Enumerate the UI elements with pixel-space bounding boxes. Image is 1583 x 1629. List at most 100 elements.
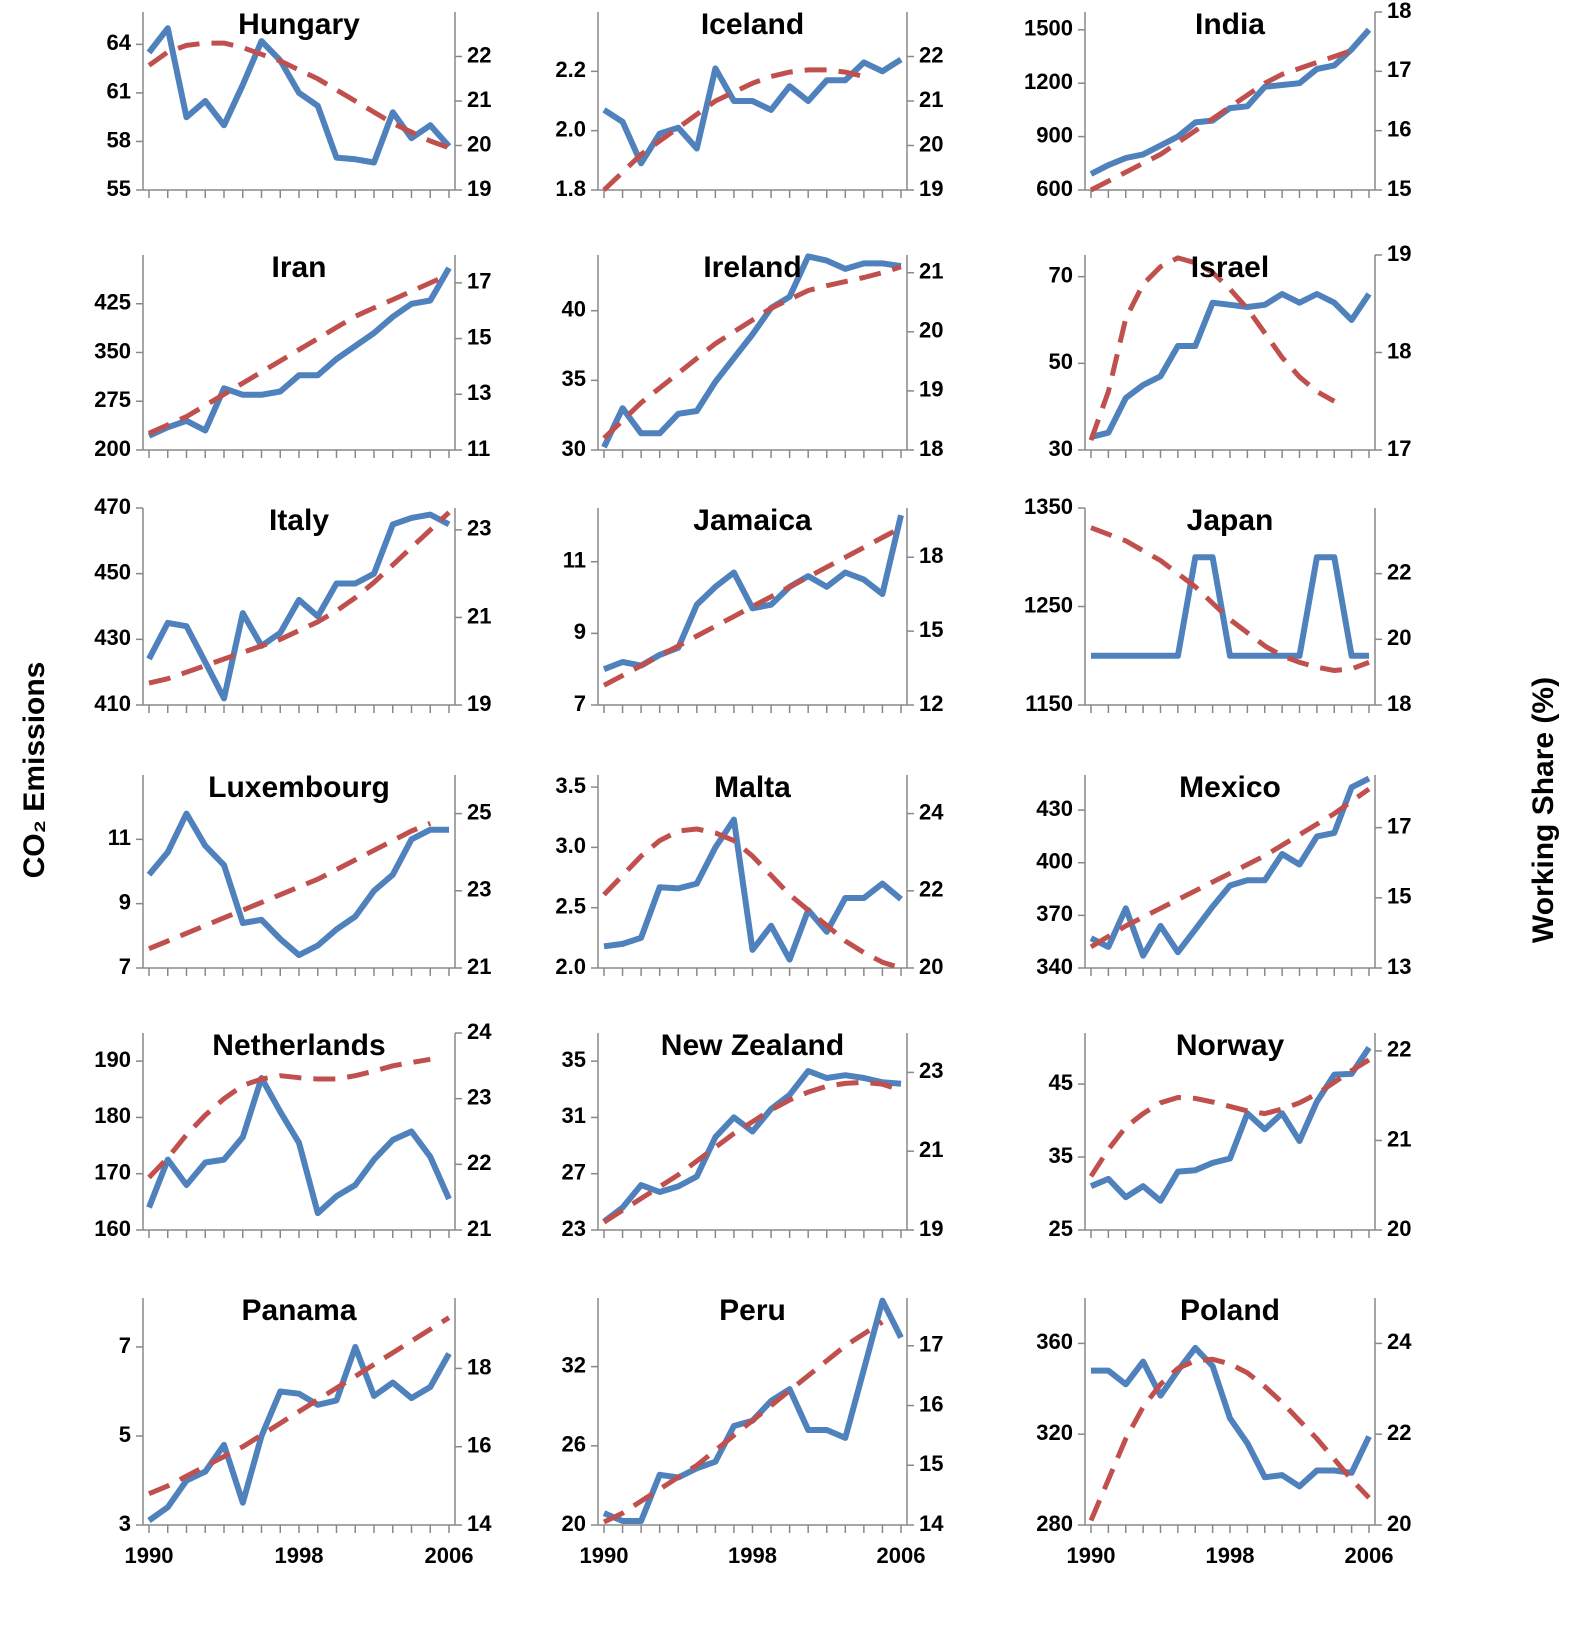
share-line — [148, 1315, 451, 1497]
y-tick-label: 70 — [1049, 262, 1073, 287]
y2-tick-label: 19 — [467, 176, 491, 201]
y-tick-label: 26 — [562, 1432, 586, 1457]
y-tick-label: 9 — [574, 619, 586, 644]
y-tick-label: 200 — [94, 436, 131, 461]
emission-line — [146, 810, 449, 959]
emission-line — [147, 266, 452, 439]
y2-tick-label: 16 — [1387, 116, 1411, 141]
chart-title: Peru — [719, 1294, 786, 1327]
chart-title: Panama — [241, 1294, 356, 1327]
x-tick-label: 2006 — [877, 1543, 926, 1568]
chart-title: Mexico — [1179, 771, 1281, 804]
y-tick-label: 320 — [1036, 1420, 1073, 1445]
x-tick-label: 1990 — [125, 1543, 174, 1568]
x-tick-label: 1990 — [1067, 1543, 1116, 1568]
emission-line — [602, 514, 904, 672]
chart-title: Jamaica — [693, 504, 812, 537]
emission-line — [1090, 291, 1372, 440]
y2-tick-label: 21 — [919, 87, 943, 112]
y2-tick-label: 15 — [467, 324, 491, 349]
y2-tick-label: 22 — [467, 42, 491, 67]
x-tick-label: 1998 — [1206, 1543, 1255, 1568]
emission-line — [1089, 27, 1372, 177]
y-tick-label: 11 — [563, 548, 586, 573]
y-tick-label: 25 — [1049, 1216, 1073, 1241]
y2-tick-label: 13 — [1387, 954, 1411, 979]
y-tick-label: 7 — [119, 1333, 131, 1358]
share-line — [148, 510, 451, 686]
y2-tick-label: 17 — [1387, 57, 1411, 82]
y-tick-label: 40 — [562, 297, 586, 322]
y2-tick-label: 19 — [1387, 241, 1411, 266]
y-tick-label: 45 — [1049, 1070, 1073, 1095]
y2-tick-label: 18 — [1387, 338, 1411, 363]
y2-tick-label: 23 — [467, 877, 491, 902]
y2-tick-label: 24 — [919, 799, 944, 824]
y2-tick-label: 21 — [919, 259, 943, 284]
y-tick-label: 160 — [94, 1216, 131, 1241]
y2-tick-label: 21 — [467, 603, 491, 628]
y-tick-label: 50 — [1049, 349, 1073, 374]
y-tick-label: 1500 — [1024, 16, 1073, 41]
y-tick-label: 64 — [107, 30, 132, 55]
share-line — [602, 525, 903, 688]
chart-title: Iran — [271, 251, 326, 284]
share-line — [602, 1319, 884, 1525]
y2-tick-label: 16 — [467, 1433, 491, 1458]
chart-title: Netherlands — [212, 1029, 385, 1062]
y-tick-label: 3.5 — [555, 773, 586, 798]
share-line — [1088, 1057, 1371, 1178]
y-tick-label: 190 — [94, 1047, 131, 1072]
emission-line — [602, 1068, 902, 1224]
y2-tick-label: 19 — [919, 1216, 943, 1241]
y2-tick-label: 20 — [467, 131, 491, 156]
emission-line — [1089, 775, 1371, 959]
y-tick-label: 31 — [562, 1103, 586, 1128]
x-tick-label: 1990 — [580, 1543, 629, 1568]
y2-tick-label: 16 — [919, 1391, 943, 1416]
y2-tick-label: 19 — [467, 691, 491, 716]
emission-line — [146, 25, 452, 166]
y-tick-label: 27 — [562, 1160, 586, 1185]
y2-tick-label: 17 — [919, 1332, 943, 1357]
y2-tick-label: 20 — [1387, 1216, 1411, 1241]
y2-tick-label: 20 — [1387, 1511, 1411, 1536]
x-tick-label: 1998 — [728, 1543, 777, 1568]
y-tick-label: 170 — [94, 1160, 131, 1185]
y-tick-label: 400 — [1036, 849, 1073, 874]
y2-tick-label: 15 — [1387, 176, 1411, 201]
share-line — [602, 67, 865, 192]
y2-tick-label: 20 — [1387, 625, 1411, 650]
share-line — [602, 826, 902, 971]
y-tick-label: 35 — [1049, 1143, 1073, 1168]
chart-title: Norway — [1176, 1029, 1285, 1062]
y2-tick-label: 20 — [919, 954, 943, 979]
x-tick-label: 1998 — [275, 1543, 324, 1568]
y-tick-label: 1150 — [1025, 691, 1073, 716]
y2-tick-label: 21 — [467, 87, 491, 112]
y-tick-label: 430 — [1036, 796, 1073, 821]
y-tick-label: 900 — [1036, 122, 1073, 147]
chart-title: Luxembourg — [208, 771, 390, 804]
y-tick-label: 1200 — [1024, 69, 1073, 94]
y-tick-label: 11 — [108, 825, 131, 850]
y-axis-label: CO₂ Emissions — [18, 662, 51, 879]
y2-tick-label: 18 — [1387, 0, 1411, 23]
y-tick-label: 425 — [94, 290, 131, 315]
y2-tick-label: 14 — [919, 1511, 944, 1536]
y2-tick-label: 22 — [919, 42, 943, 67]
emission-line — [1091, 1344, 1372, 1490]
chart-title: Ireland — [703, 251, 801, 284]
y-tick-label: 7 — [574, 691, 586, 716]
x-tick-label: 2006 — [425, 1543, 474, 1568]
y2-tick-label: 22 — [1387, 1037, 1411, 1062]
y2-tick-label: 20 — [919, 131, 943, 156]
y-tick-label: 1250 — [1024, 592, 1073, 617]
share-line — [147, 40, 450, 151]
y2-tick-label: 23 — [919, 1058, 943, 1083]
y-tick-label: 61 — [107, 79, 131, 104]
y2-tick-label: 14 — [467, 1511, 492, 1536]
y-tick-label: 32 — [562, 1352, 586, 1377]
chart-title: Hungary — [238, 8, 360, 41]
